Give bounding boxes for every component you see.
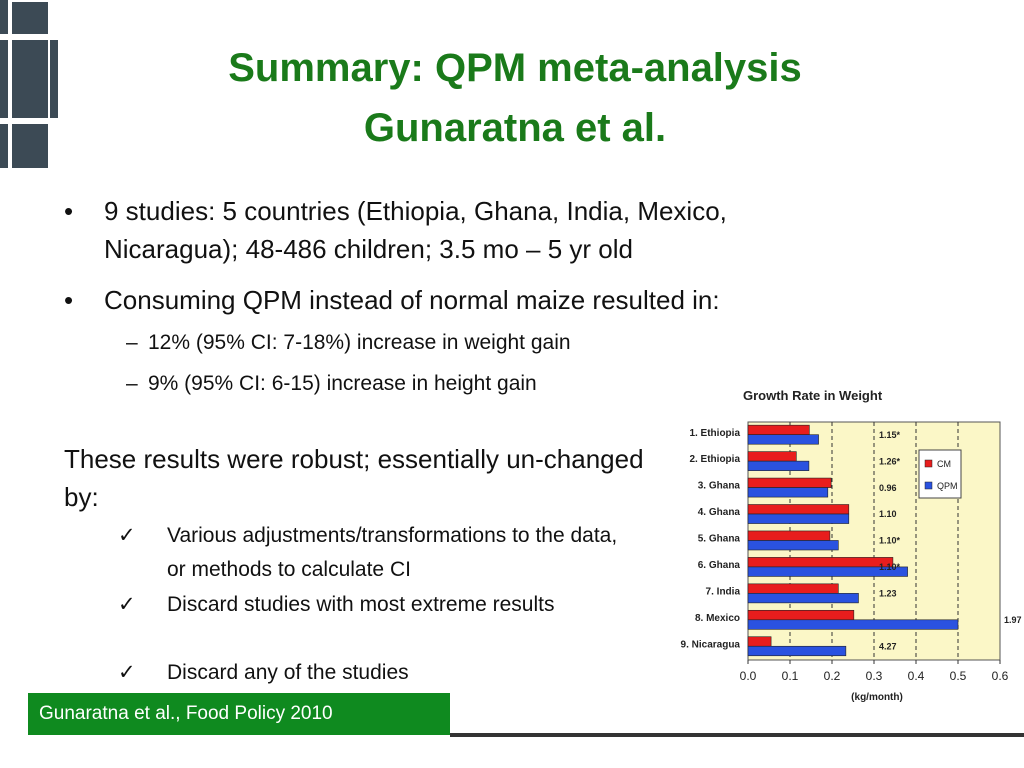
bar-qpm (747, 619, 959, 630)
subbullet-weight: – 12% (95% CI: 7-18%) increase in weight… (126, 329, 666, 357)
check-item: ✓ Various adjustments/transformations to… (118, 519, 648, 587)
growth-rate-chart: Growth Rate in Weight 0.0 0.1 0.2 0.3 0.4 0.5 0… (655, 380, 1024, 710)
subbullet-text: 9% (95% CI: 6-15) increase in height gai… (148, 372, 537, 395)
bar-cm (747, 530, 831, 541)
category-label: 5. Ghana (698, 534, 741, 545)
check-text: Discard studies with most extreme result… (167, 593, 555, 616)
category-label: 4. Ghana (698, 507, 741, 518)
bar-qpm (747, 566, 908, 577)
bar-qpm (747, 513, 850, 524)
bar-qpm (747, 593, 859, 604)
slide-title-line1: Summary: QPM meta-analysis (228, 46, 802, 90)
bar-cm (747, 504, 850, 515)
check-item: ✓ Discard studies with most extreme resu… (118, 588, 648, 656)
x-tick-label: 0.3 (866, 669, 883, 683)
check-icon: ✓ (118, 524, 136, 547)
x-tick-label: 0.0 (740, 669, 757, 683)
category-label: 2. Ethiopia (689, 454, 740, 465)
bar-cm (747, 557, 894, 568)
check-text: Various adjustments/transformations to t… (167, 524, 618, 581)
bar-qpm (747, 645, 847, 657)
legend-swatch-cm (924, 459, 933, 468)
ratio-label: 1.97 (1004, 615, 1022, 625)
x-tick-label: 0.5 (950, 669, 967, 683)
legend-label-qpm: QPM (937, 481, 958, 491)
corner-decoration (0, 0, 62, 170)
bullet-text: 9 studies: 5 countries (Ethiopia, Ghana,… (104, 196, 727, 264)
robust-text: These results were robust; essentially u… (64, 444, 644, 512)
bullet-consuming: • Consuming QPM instead of normal maize … (64, 281, 884, 319)
ratio-label: 4.27 (879, 641, 897, 651)
check-text: Discard any of the studies (167, 661, 409, 684)
ratio-label: 1.10 (879, 509, 897, 519)
legend-box (918, 449, 962, 499)
bullet-text: Consuming QPM instead of normal maize re… (104, 285, 720, 315)
footer-citation: Gunaratna et al., Food Policy 2010 (28, 693, 450, 735)
category-label: 9. Nicaragua (681, 639, 741, 650)
category-label: 3. Ghana (698, 481, 741, 492)
bar-cm (747, 583, 839, 594)
bar-cm (747, 609, 855, 621)
ratio-label: 1.10* (879, 536, 901, 546)
bar-qpm (747, 487, 829, 498)
ratio-label: 1.26* (879, 456, 901, 466)
bullet-studies: • 9 studies: 5 countries (Ethiopia, Ghan… (64, 192, 864, 272)
subbullet-text: 12% (95% CI: 7-18%) increase in weight g… (148, 331, 571, 354)
ratio-label: 1.15* (879, 430, 901, 440)
ratio-label: 1.10* (879, 562, 901, 572)
x-tick-label: 0.2 (824, 669, 841, 683)
subbullet-height: – 9% (95% CI: 6-15) increase in height g… (126, 370, 646, 398)
check-icon: ✓ (118, 593, 136, 616)
bullet-mark: • (64, 285, 74, 315)
slide-title-line2: Gunaratna et al. (363, 106, 667, 150)
category-label: 7. India (706, 586, 741, 597)
bar-cm (747, 636, 772, 647)
footer-rule (450, 733, 1024, 737)
bullet-mark: • (64, 196, 74, 226)
legend-label-cm: CM (937, 459, 951, 469)
x-axis-label: (kg/month) (851, 692, 903, 703)
x-tick-label: 0.4 (908, 669, 925, 683)
category-label: 8. Mexico (695, 613, 740, 624)
ratio-label: 1.23 (879, 589, 897, 599)
category-label: 6. Ghana (698, 560, 741, 571)
bar-qpm (747, 540, 839, 551)
legend-swatch-qpm (924, 481, 933, 490)
x-tick-label: 0.1 (782, 669, 799, 683)
bar-qpm (747, 434, 819, 445)
check-item: ✓ Discard any of the studies (118, 656, 648, 690)
bar-qpm (747, 460, 810, 471)
x-tick-label: 0.6 (992, 669, 1009, 683)
dash-mark: – (126, 331, 138, 354)
bar-cm (747, 451, 797, 462)
chart-title: Growth Rate in Weight (743, 388, 883, 403)
bar-cm (747, 424, 810, 435)
ratio-label: 0.96 (879, 483, 897, 493)
check-icon: ✓ (118, 661, 136, 684)
category-label: 1. Ethiopia (689, 428, 740, 439)
dash-mark: – (126, 372, 138, 395)
bar-cm (747, 477, 832, 488)
chart-svg: Growth Rate in Weight 0.0 0.1 0.2 0.3 0.4 0.5 0… (681, 388, 1022, 703)
